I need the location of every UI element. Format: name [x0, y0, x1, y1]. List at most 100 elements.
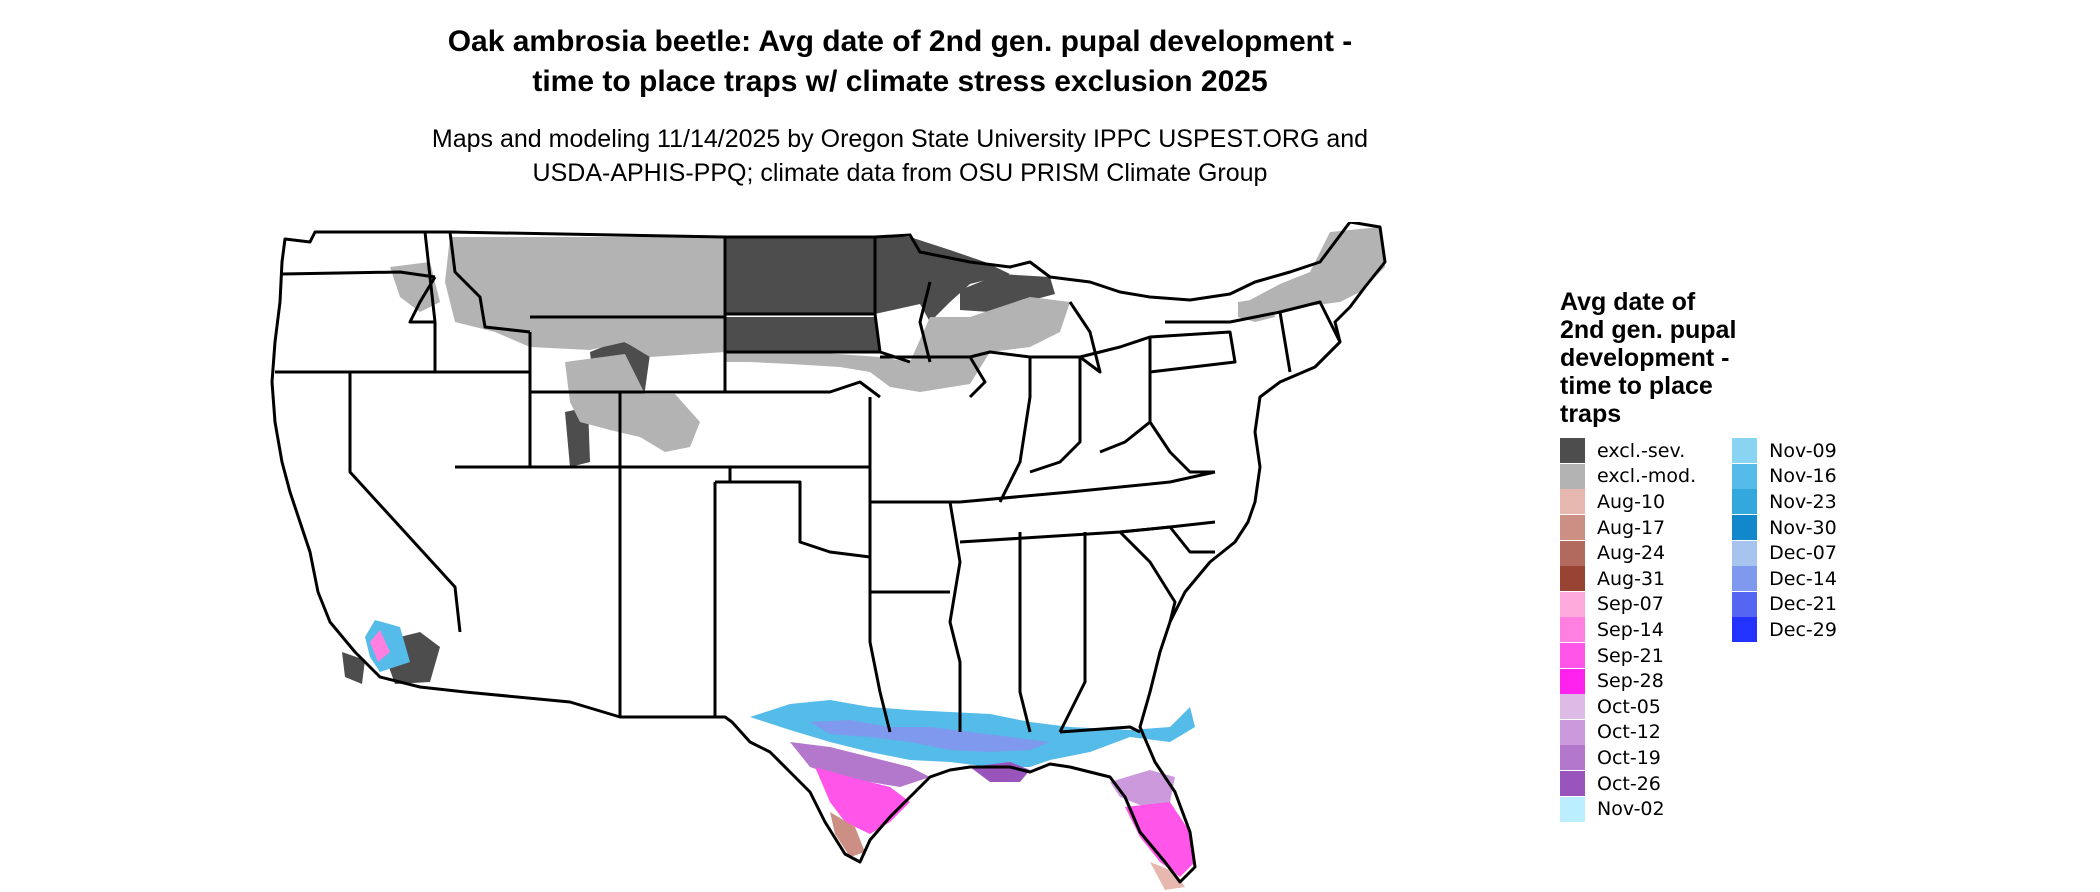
legend-label: Dec-21 — [1769, 593, 1837, 616]
border-mo-ar — [868, 397, 960, 504]
border-wa-id — [423, 231, 437, 323]
legend-item: Dec-29 — [1732, 617, 1837, 643]
region-florida-sep — [1125, 802, 1195, 877]
legend-item: Oct-26 — [1560, 771, 1696, 797]
legend-item: Nov-23 — [1732, 489, 1837, 515]
legend-label: Nov-02 — [1597, 798, 1665, 821]
region-texas-sep — [815, 767, 910, 834]
border-ar-la — [868, 502, 950, 594]
region-southwest-desert-edge — [370, 630, 390, 662]
border-ia-mo — [880, 355, 987, 399]
border-ok-tx — [715, 480, 871, 559]
legend-label: Oct-26 — [1597, 772, 1661, 795]
legend-item: Sep-14 — [1560, 617, 1696, 643]
legend-swatch — [1732, 591, 1758, 617]
legend-swatch — [1560, 771, 1585, 797]
legend-item: Dec-14 — [1732, 566, 1837, 592]
legend-item: Aug-24 — [1560, 540, 1696, 566]
severe-region-south-dakota-north — [725, 317, 880, 352]
legend-label: Sep-28 — [1597, 670, 1664, 693]
state-boundaries — [270, 222, 1387, 884]
legend-label: Aug-24 — [1597, 542, 1666, 565]
legend-label: Nov-23 — [1769, 490, 1837, 513]
border-mi-lower — [1068, 301, 1102, 374]
legend-swatch — [1732, 566, 1758, 592]
legend-label: Oct-05 — [1597, 695, 1661, 718]
border-ga-fl — [1059, 725, 1141, 734]
legend-item: Nov-16 — [1732, 463, 1837, 490]
region-gulf-coast-dec — [810, 720, 1050, 752]
border-ny — [1165, 310, 1292, 373]
legend-swatch — [1560, 566, 1585, 592]
legend-swatch — [1732, 540, 1758, 566]
moderate-region-northeast — [1250, 227, 1385, 312]
legend-title-line: traps — [1560, 400, 1622, 428]
severe-region-minnesota — [875, 237, 1010, 322]
border-id-mt — [448, 231, 531, 334]
map-subtitle: Maps and modeling 11/14/2025 by Oregon S… — [340, 122, 1460, 190]
legend-swatch — [1560, 694, 1585, 720]
border-in — [1029, 355, 1082, 474]
severe-region-california-south — [342, 652, 365, 684]
border-la-ms — [948, 501, 962, 732]
legend-item: excl.-mod. — [1560, 463, 1697, 490]
legend-label: Sep-21 — [1597, 644, 1664, 667]
legend-label: Aug-17 — [1597, 516, 1666, 539]
legend-item: Nov-02 — [1560, 796, 1696, 822]
legend-item: Oct-19 — [1560, 745, 1696, 771]
legend-swatch — [1560, 668, 1585, 694]
border-mn-wi — [918, 281, 932, 363]
region-florida-aug — [1150, 862, 1185, 890]
border-or-id — [408, 276, 437, 324]
border-al-ga — [1058, 532, 1087, 733]
legend-label: Sep-14 — [1597, 618, 1664, 641]
legend-swatch — [1732, 617, 1758, 643]
legend-item: Aug-10 — [1560, 489, 1696, 515]
legend-swatch — [1560, 591, 1585, 617]
legend-item: Sep-07 — [1560, 591, 1696, 618]
legend-title-line: Avg date of — [1560, 288, 1696, 316]
legend-label: Nov-09 — [1769, 439, 1837, 462]
map-subtitle-line-2: USDA-APHIS-PPQ; climate data from OSU PR… — [532, 159, 1268, 187]
legend-title-line: time to place — [1560, 372, 1713, 400]
legend-label: excl.-mod. — [1597, 465, 1697, 488]
border-ky-tn — [959, 470, 1216, 504]
legend-swatch — [1732, 489, 1758, 515]
legend-swatch — [1560, 540, 1585, 566]
legend-label: Dec-29 — [1769, 618, 1837, 641]
map-title-line-2: time to place traps w/ climate stress ex… — [532, 65, 1268, 98]
severe-region-upper-michigan — [960, 274, 1055, 312]
region-south-texas-aug — [830, 812, 865, 857]
legend-label: Dec-14 — [1769, 567, 1837, 590]
legend-item: Dec-07 — [1732, 540, 1837, 566]
exclusion-moderate-regions — [390, 227, 1385, 452]
legend-swatch — [1560, 719, 1585, 745]
border-va-wv — [1148, 421, 1215, 474]
legend-swatch — [1560, 438, 1585, 464]
moderate-region-northern-plains — [725, 297, 1070, 392]
legend-column-1: excl.-sev. excl.-mod. Aug-10 Aug-17 Aug-24 Au… — [1560, 438, 1696, 822]
map-title: Oak ambrosia beetle: Avg date of 2nd gen… — [340, 22, 1460, 102]
legend-swatch — [1560, 745, 1585, 771]
legend-swatch — [1560, 515, 1585, 541]
border-nc-sc — [1119, 525, 1215, 554]
moderate-region-great-plains-west — [565, 354, 700, 452]
legend-swatch — [1560, 617, 1585, 643]
legend-label: Nov-30 — [1769, 516, 1837, 539]
border-pa — [1149, 330, 1237, 374]
legend-swatch — [1560, 489, 1585, 515]
legend-item: Sep-28 — [1560, 668, 1696, 694]
us-map — [270, 222, 1387, 890]
legend-item: Nov-09 — [1732, 438, 1837, 464]
legend-label: Aug-10 — [1597, 490, 1666, 513]
legend-title-line: 2nd gen. pupal — [1560, 316, 1737, 344]
legend-item: Aug-31 — [1560, 566, 1696, 592]
legend-swatch — [1732, 515, 1758, 541]
us-outline — [270, 222, 1387, 884]
legend-title-line: development - — [1560, 344, 1730, 372]
legend-item: Dec-21 — [1732, 591, 1837, 618]
legend-label: Nov-16 — [1769, 465, 1837, 488]
region-texas-oct — [790, 742, 930, 787]
map-subtitle-line-1: Maps and modeling 11/14/2025 by Oregon S… — [431, 125, 1369, 153]
legend-title: Avg date of 2nd gen. pupal development -… — [1560, 288, 1780, 428]
